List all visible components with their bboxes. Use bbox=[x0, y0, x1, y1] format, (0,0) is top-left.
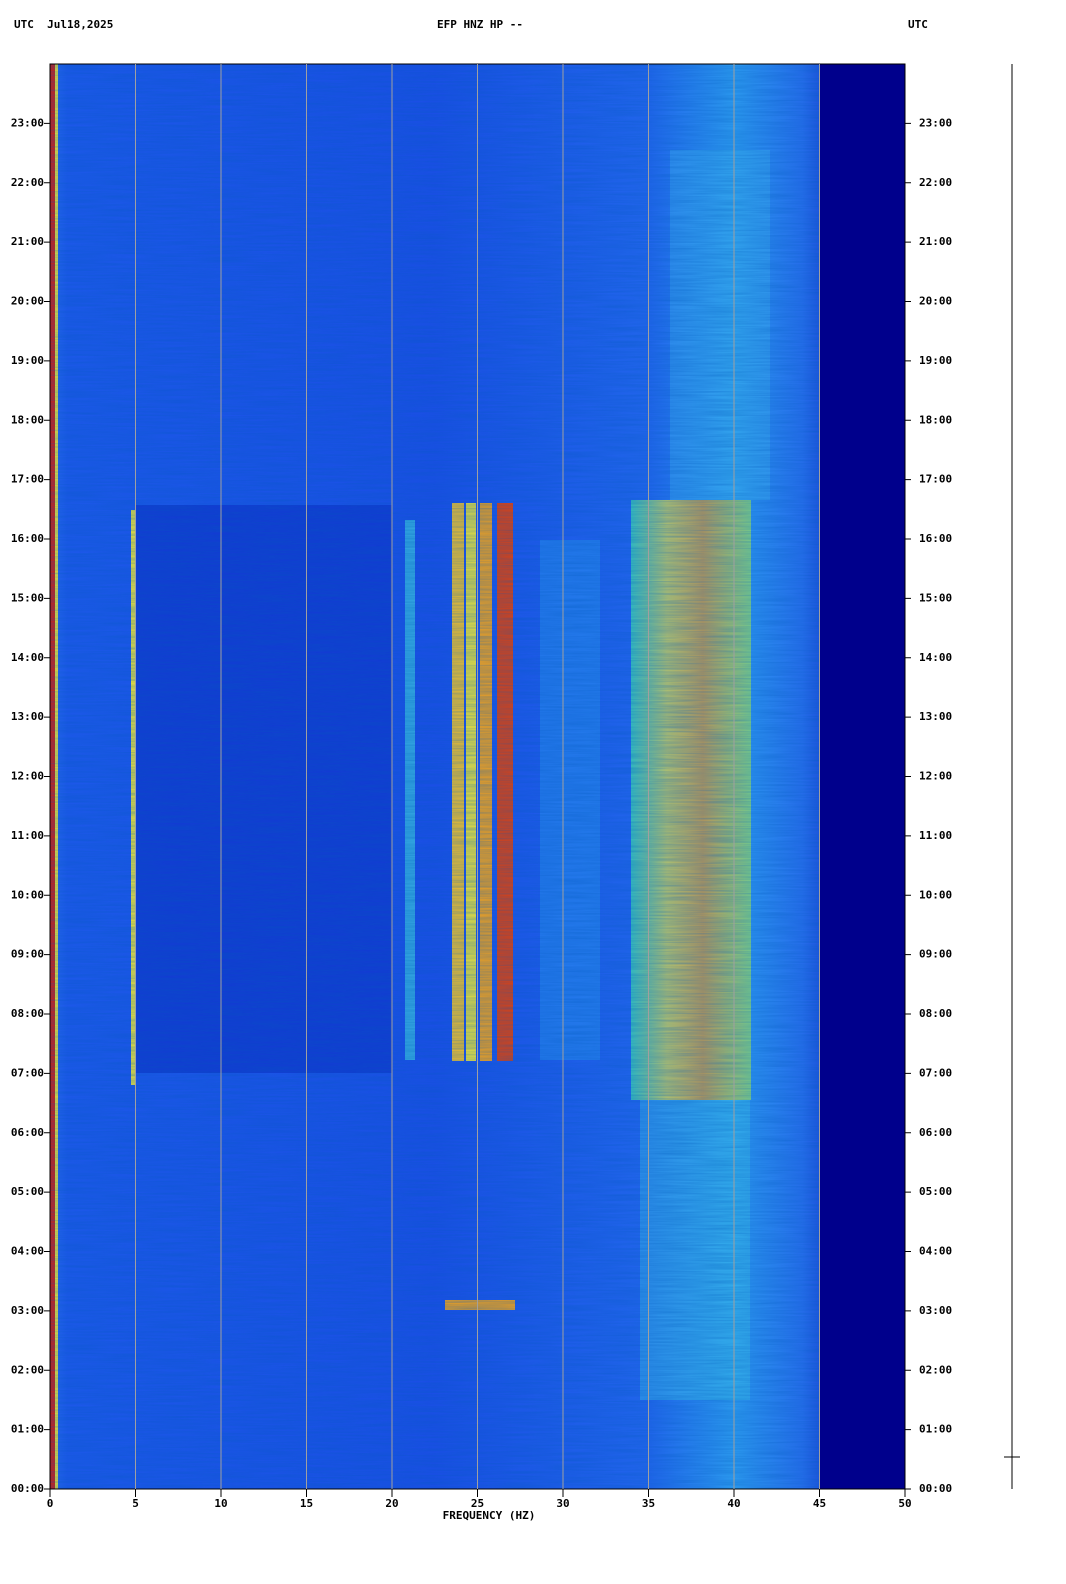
y-tick-label: 13:00 bbox=[919, 710, 952, 723]
y-tick-label: 22:00 bbox=[919, 176, 952, 189]
x-tick-label: 40 bbox=[727, 1497, 740, 1510]
x-tick-label: 10 bbox=[214, 1497, 227, 1510]
y-tick-label: 03:00 bbox=[11, 1304, 44, 1317]
y-tick-label: 19:00 bbox=[919, 354, 952, 367]
y-tick-label: 12:00 bbox=[11, 770, 44, 783]
y-tick-label: 04:00 bbox=[11, 1245, 44, 1258]
left-header: UTC Jul18,2025 bbox=[14, 18, 113, 31]
y-tick-label: 06:00 bbox=[919, 1126, 952, 1139]
y-tick-label: 21:00 bbox=[919, 235, 952, 248]
y-tick-label: 20:00 bbox=[919, 295, 952, 308]
y-tick-label: 11:00 bbox=[919, 829, 952, 842]
y-tick-label: 05:00 bbox=[919, 1185, 952, 1198]
y-tick-label: 16:00 bbox=[919, 532, 952, 545]
y-tick-label: 12:00 bbox=[919, 770, 952, 783]
y-tick-label: 03:00 bbox=[919, 1304, 952, 1317]
y-tick-label: 23:00 bbox=[11, 116, 44, 129]
y-tick-label: 20:00 bbox=[11, 295, 44, 308]
y-tick-label: 00:00 bbox=[919, 1482, 952, 1495]
y-tick-label: 07:00 bbox=[11, 1066, 44, 1079]
y-tick-label: 14:00 bbox=[919, 651, 952, 664]
y-tick-label: 10:00 bbox=[919, 888, 952, 901]
y-tick-label: 18:00 bbox=[919, 413, 952, 426]
x-tick-label: 50 bbox=[898, 1497, 911, 1510]
y-tick-label: 23:00 bbox=[919, 116, 952, 129]
y-tick-label: 06:00 bbox=[11, 1126, 44, 1139]
x-axis-label: FREQUENCY (HZ) bbox=[443, 1509, 536, 1522]
y-tick-label: 02:00 bbox=[919, 1363, 952, 1376]
x-tick-label: 30 bbox=[556, 1497, 569, 1510]
y-tick-label: 15:00 bbox=[11, 591, 44, 604]
y-tick-label: 19:00 bbox=[11, 354, 44, 367]
y-tick-label: 09:00 bbox=[11, 948, 44, 961]
y-tick-label: 02:00 bbox=[11, 1363, 44, 1376]
y-tick-label: 08:00 bbox=[11, 1007, 44, 1020]
y-tick-label: 14:00 bbox=[11, 651, 44, 664]
y-tick-label: 17:00 bbox=[11, 473, 44, 486]
y-tick-label: 17:00 bbox=[919, 473, 952, 486]
x-tick-label: 5 bbox=[132, 1497, 139, 1510]
y-tick-label: 16:00 bbox=[11, 532, 44, 545]
y-tick-label: 08:00 bbox=[919, 1007, 952, 1020]
y-tick-label: 04:00 bbox=[919, 1245, 952, 1258]
y-tick-label: 09:00 bbox=[919, 948, 952, 961]
y-tick-label: 22:00 bbox=[11, 176, 44, 189]
right-header: UTC bbox=[908, 18, 928, 31]
y-tick-label: 21:00 bbox=[11, 235, 44, 248]
y-tick-label: 11:00 bbox=[11, 829, 44, 842]
y-tick-label: 01:00 bbox=[919, 1423, 952, 1436]
y-tick-label: 05:00 bbox=[11, 1185, 44, 1198]
x-tick-label: 20 bbox=[385, 1497, 398, 1510]
x-tick-label: 25 bbox=[471, 1497, 484, 1510]
y-tick-label: 10:00 bbox=[11, 888, 44, 901]
x-tick-label: 0 bbox=[47, 1497, 54, 1510]
y-tick-label: 01:00 bbox=[11, 1423, 44, 1436]
x-tick-label: 45 bbox=[813, 1497, 826, 1510]
y-tick-label: 18:00 bbox=[11, 413, 44, 426]
x-tick-label: 35 bbox=[642, 1497, 655, 1510]
y-tick-label: 00:00 bbox=[11, 1482, 44, 1495]
chart-title: EFP HNZ HP -- bbox=[437, 18, 523, 31]
x-tick-label: 15 bbox=[300, 1497, 313, 1510]
y-tick-label: 15:00 bbox=[919, 591, 952, 604]
y-tick-label: 13:00 bbox=[11, 710, 44, 723]
y-tick-label: 07:00 bbox=[919, 1066, 952, 1079]
